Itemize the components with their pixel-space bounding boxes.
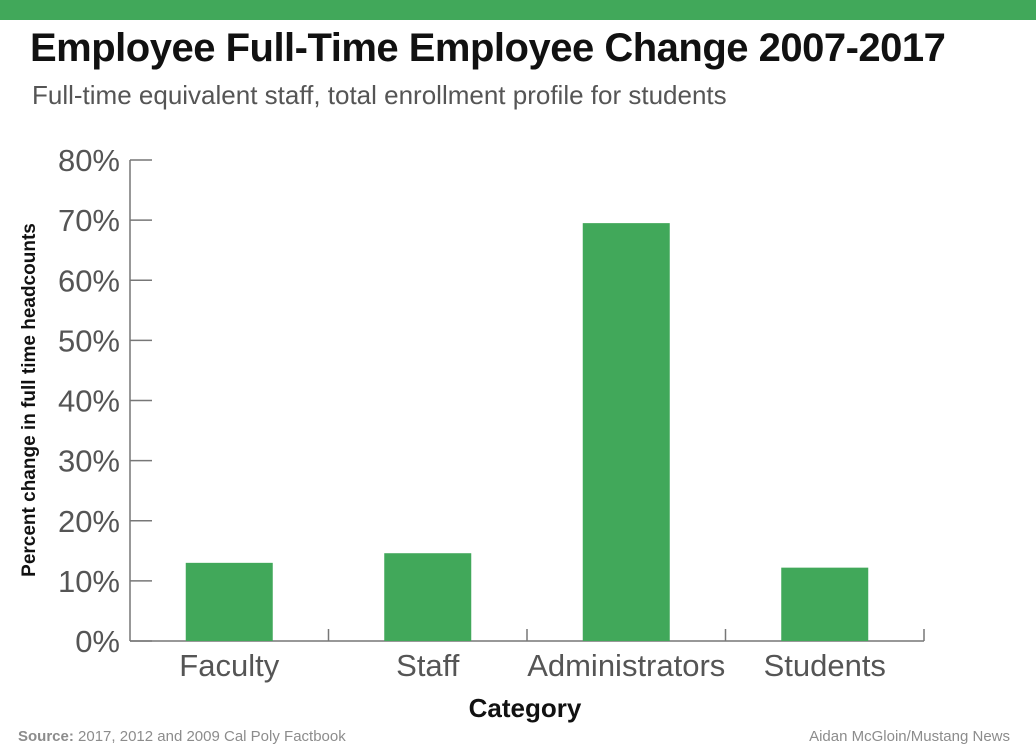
x-tick-label: Administrators	[527, 648, 725, 683]
chart-title: Employee Full-Time Employee Change 2007-…	[30, 26, 946, 70]
y-axis-label: Percent change in full time headcounts	[19, 223, 40, 577]
x-tick-label: Staff	[396, 648, 460, 683]
source-text: 2017, 2012 and 2009 Cal Poly Factbook	[78, 728, 346, 745]
x-tick-label: Faculty	[179, 648, 279, 683]
y-tick-label: 40%	[58, 384, 120, 419]
y-tick-label: 30%	[58, 444, 120, 479]
x-axis-label: Category	[469, 693, 582, 723]
credit-note: Aidan McGloin/Mustang News	[809, 728, 1010, 745]
source-note: Source: 2017, 2012 and 2009 Cal Poly Fac…	[18, 728, 346, 745]
bar-administrators	[582, 223, 670, 641]
y-tick-label: 20%	[58, 504, 120, 539]
y-axis: 0% 10% 20% 30% 40% 50% 60% 70% 80%	[58, 143, 152, 659]
y-tick-label: 80%	[58, 143, 120, 178]
x-axis: Faculty Staff Administrators Students	[130, 629, 925, 683]
source-label: Source:	[18, 728, 74, 745]
bar-faculty	[185, 562, 273, 641]
y-tick-label: 50%	[58, 323, 120, 358]
y-tick-label: 60%	[58, 263, 120, 298]
y-tick-label: 10%	[58, 564, 120, 599]
bar-staff	[384, 553, 472, 641]
top-accent-bar	[0, 0, 1036, 20]
y-tick-label: 0%	[75, 624, 120, 659]
chart-subtitle: Full-time equivalent staff, total enroll…	[32, 80, 727, 110]
y-tick-label: 70%	[58, 203, 120, 238]
bars	[185, 223, 869, 641]
x-tick-label: Students	[764, 648, 886, 683]
bar-students	[781, 567, 869, 641]
